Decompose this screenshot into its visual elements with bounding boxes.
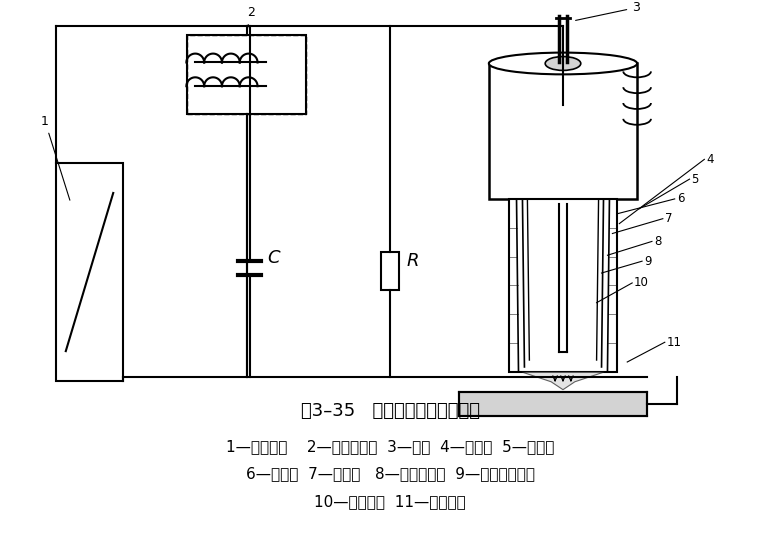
Bar: [459, 391, 647, 417]
Text: 9: 9: [644, 255, 651, 268]
Polygon shape: [509, 199, 617, 372]
Polygon shape: [489, 64, 637, 199]
Text: 10: 10: [634, 277, 649, 289]
Bar: [381, 252, 399, 290]
Text: $R$: $R$: [406, 252, 419, 270]
Ellipse shape: [545, 57, 581, 70]
Text: 1—直流电源    2—高频发生器  3—钨极  4—离子流  5—冷却水: 1—直流电源 2—高频发生器 3—钨极 4—离子流 5—冷却水: [226, 439, 554, 454]
Text: 11: 11: [667, 336, 682, 349]
Text: 图3–35   等离子弧焊焊接原理图: 图3–35 等离子弧焊焊接原理图: [300, 403, 480, 420]
Bar: [187, 35, 306, 114]
Text: 2: 2: [246, 6, 254, 30]
Text: $C$: $C$: [268, 249, 282, 267]
Text: 6—小电弧  7—保护气   8—保护气喷嘴  9—等离子弧喷嘴: 6—小电弧 7—保护气 8—保护气喷嘴 9—等离子弧喷嘴: [246, 467, 534, 482]
Ellipse shape: [489, 53, 637, 74]
Text: 6: 6: [677, 192, 684, 206]
Text: 3: 3: [576, 1, 640, 20]
Text: 5: 5: [692, 172, 699, 186]
Bar: [56, 163, 123, 381]
Polygon shape: [522, 372, 604, 390]
Text: 4: 4: [707, 153, 714, 166]
Text: 10—等离子弧  11—母材金属: 10—等离子弧 11—母材金属: [314, 494, 466, 509]
Text: 8: 8: [654, 235, 661, 248]
Text: 1: 1: [41, 115, 70, 200]
Bar: [187, 35, 306, 114]
Text: 7: 7: [665, 212, 672, 225]
